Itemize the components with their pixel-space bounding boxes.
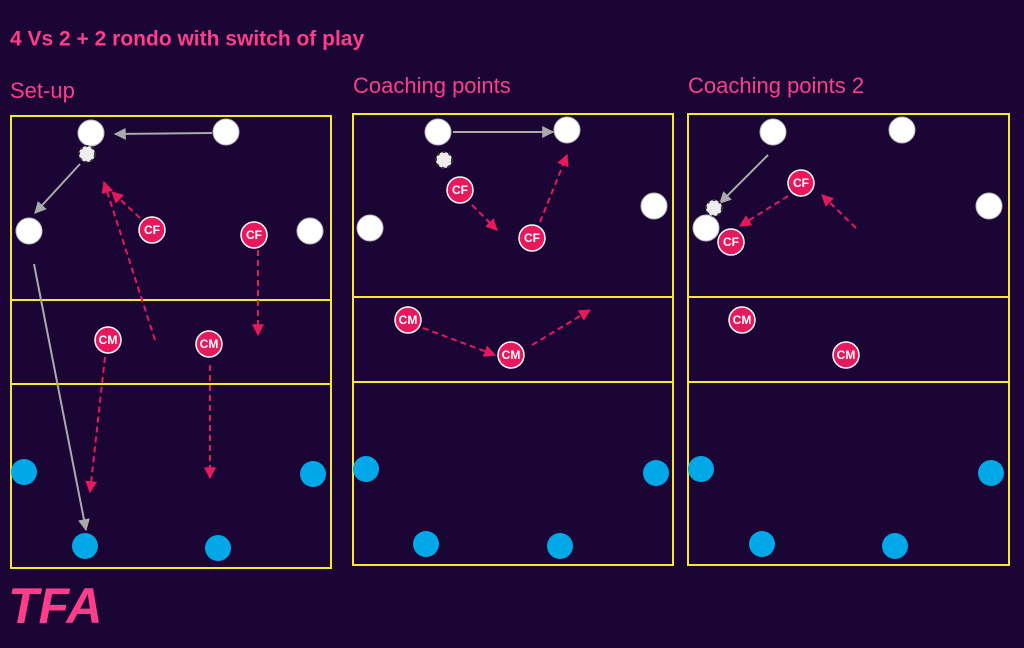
player-label: CF [246, 228, 262, 242]
blue-player [72, 533, 98, 559]
player-label: CF [723, 235, 739, 249]
player-label: CM [200, 337, 219, 351]
white-player [553, 116, 581, 144]
pass-arrow [33, 263, 90, 532]
blue-player [688, 456, 714, 482]
pink-player [195, 330, 223, 358]
blue-player [643, 460, 669, 486]
player-label: CM [99, 333, 118, 347]
panel-title: Set-up [10, 78, 75, 103]
pink-player [240, 221, 268, 249]
run-arrow [422, 327, 497, 357]
pass-arrow [719, 154, 769, 204]
player-label: CM [502, 348, 521, 362]
white-player [759, 118, 787, 146]
pink-player [728, 306, 756, 334]
pink-player [446, 176, 474, 204]
pass-arrow [113, 127, 213, 140]
run-arrow [539, 153, 569, 223]
white-player [888, 116, 916, 144]
run-arrow [101, 180, 156, 341]
player-label: CM [399, 313, 418, 327]
pink-player [497, 341, 525, 369]
run-arrow [531, 309, 592, 346]
blue-player [413, 531, 439, 557]
blue-player [300, 461, 326, 487]
pink-player [717, 228, 745, 256]
player-label: CM [733, 313, 752, 327]
blue-player [978, 460, 1004, 486]
white-player [692, 214, 720, 242]
pitch-area [10, 115, 332, 569]
ball [435, 151, 453, 169]
ball [78, 145, 96, 163]
title: 4 Vs 2 + 2 rondo with switch of play [10, 28, 364, 51]
pitch-area [352, 113, 674, 566]
white-player [77, 119, 105, 147]
logo: TFA [8, 578, 102, 634]
pitch-area [687, 113, 1010, 566]
blue-player [547, 533, 573, 559]
run-arrow [85, 356, 106, 494]
ball [705, 199, 723, 217]
player-label: CF [144, 223, 160, 237]
pink-player [832, 341, 860, 369]
pass-arrow [34, 163, 81, 214]
panel-title: Coaching points [353, 73, 511, 98]
run-arrow [821, 194, 857, 229]
run-arrow [111, 191, 141, 219]
blue-player [205, 535, 231, 561]
blue-player [749, 531, 775, 557]
player-label: CF [793, 176, 809, 190]
blue-player [353, 456, 379, 482]
white-player [975, 192, 1003, 220]
player-label: CM [837, 348, 856, 362]
pink-player [394, 306, 422, 334]
white-player [424, 118, 452, 146]
white-player [640, 192, 668, 220]
blue-player [11, 459, 37, 485]
white-player [296, 217, 324, 245]
white-player [15, 217, 43, 245]
pink-player [518, 224, 546, 252]
white-player [356, 214, 384, 242]
pink-player [94, 326, 122, 354]
pink-player [787, 169, 815, 197]
player-label: CF [452, 183, 468, 197]
blue-player [882, 533, 908, 559]
pink-player [138, 216, 166, 244]
panel-title: Coaching points 2 [688, 73, 864, 98]
run-arrow [471, 204, 498, 231]
player-label: CF [524, 231, 540, 245]
white-player [212, 118, 240, 146]
